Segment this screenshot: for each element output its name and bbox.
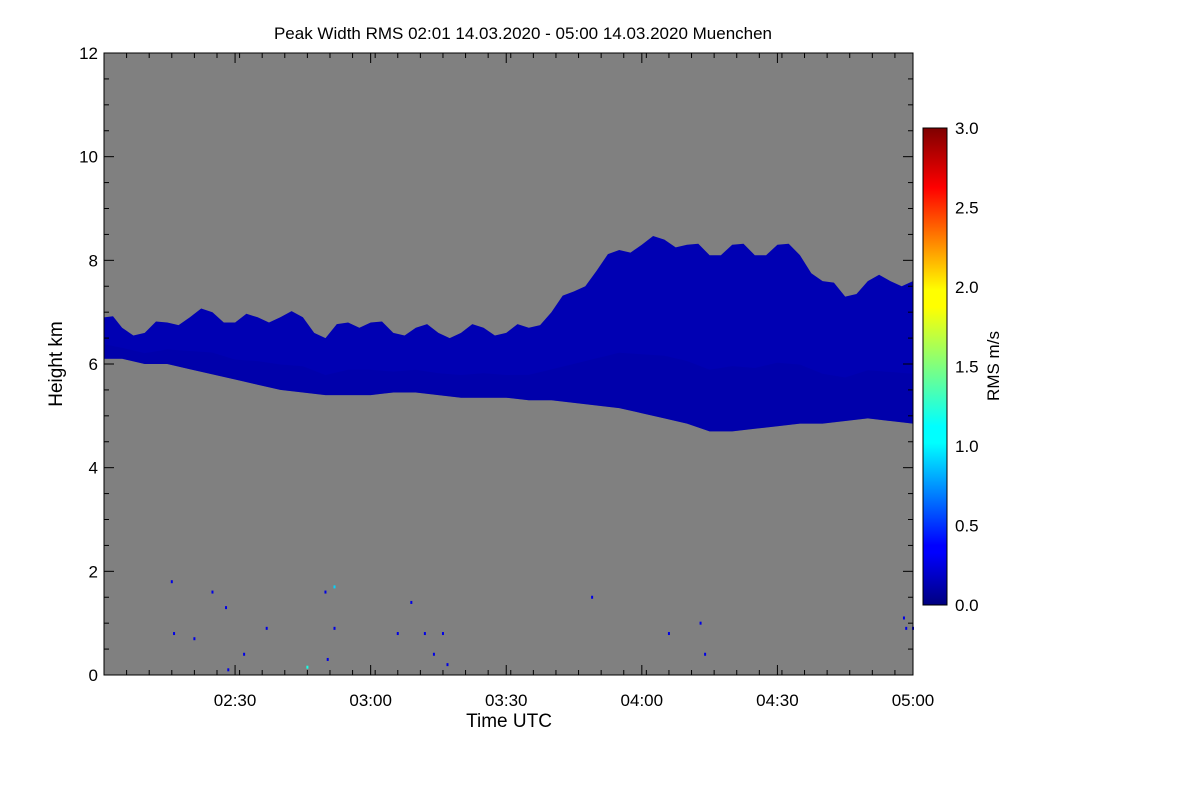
scatter-pixel	[243, 652, 246, 656]
scatter-pixel	[173, 632, 176, 636]
scatter-pixel	[905, 626, 908, 630]
scatter-pixel	[211, 590, 214, 594]
colorbar-tick-label: 1.5	[955, 358, 979, 377]
scatter-pixel	[699, 621, 702, 625]
scatter-pixel	[306, 665, 309, 669]
y-tick-label: 10	[79, 148, 98, 167]
y-axis-label: Height km	[46, 321, 67, 407]
scatter-pixel	[704, 652, 707, 656]
scatter-pixel	[591, 595, 594, 599]
colorbar-tick-label: 2.5	[955, 199, 979, 218]
cloud-layer	[104, 236, 913, 432]
x-tick-label: 04:30	[756, 691, 799, 710]
y-tick-label: 8	[89, 251, 98, 270]
scatter-pixel	[225, 606, 228, 610]
scatter-pixel	[324, 590, 327, 594]
colorbar-label: RMS m/s	[984, 331, 1003, 401]
x-tick-label: 03:30	[485, 691, 528, 710]
scatter-pixel	[410, 600, 413, 604]
colorbar: 0.0 0.5 1.0 1.5 2.0 2.5 3.0 RMS m/s	[922, 119, 1003, 615]
scatter-pixel	[170, 580, 173, 584]
y-tick-label: 0	[89, 666, 98, 685]
x-tick-label: 03:00	[349, 691, 392, 710]
y-axis: 0 2 4 6 8 10 12	[79, 44, 913, 685]
scatter-pixel	[432, 652, 435, 656]
colorbar-tick-label: 1.0	[955, 437, 979, 456]
scatter-pixel	[396, 632, 399, 636]
y-tick-label: 2	[89, 562, 98, 581]
y-tick-label: 4	[89, 459, 98, 478]
scatter-pixel	[326, 657, 329, 661]
scatter-pixel	[227, 668, 230, 672]
scatter-pixel	[902, 616, 905, 620]
y-tick-label: 6	[89, 355, 98, 374]
x-tick-label: 02:30	[214, 691, 257, 710]
y-tick-label: 12	[79, 44, 98, 63]
scatter-pixel	[265, 626, 268, 630]
colorbar-tick-label: 3.0	[955, 119, 979, 138]
scatter-pixel	[333, 585, 336, 589]
x-axis-label: Time UTC	[466, 711, 552, 732]
x-tick-label: 05:00	[892, 691, 935, 710]
scatter-pixel	[423, 632, 426, 636]
cloud-layer-texture	[104, 344, 913, 432]
scatter-pixel	[193, 637, 196, 641]
colorbar-tick-label: 0.5	[955, 517, 979, 536]
colorbar-ticks: 0.0 0.5 1.0 1.5 2.0 2.5 3.0	[955, 119, 979, 615]
scatter-pixel	[441, 632, 444, 636]
colorbar-gradient	[922, 127, 948, 606]
scatter-pixel	[446, 663, 449, 667]
scatter-pixel	[667, 632, 670, 636]
plot-area	[103, 52, 914, 676]
colorbar-tick-label: 2.0	[955, 278, 979, 297]
x-axis: 02:30 03:00 03:30 04:00 04:30 05:00	[103, 53, 935, 710]
x-tick-label: 04:00	[621, 691, 664, 710]
scatter-pixel	[333, 626, 336, 630]
chart-title: Peak Width RMS 02:01 14.03.2020 - 05:00 …	[274, 24, 772, 43]
colorbar-tick-label: 0.0	[955, 596, 979, 615]
